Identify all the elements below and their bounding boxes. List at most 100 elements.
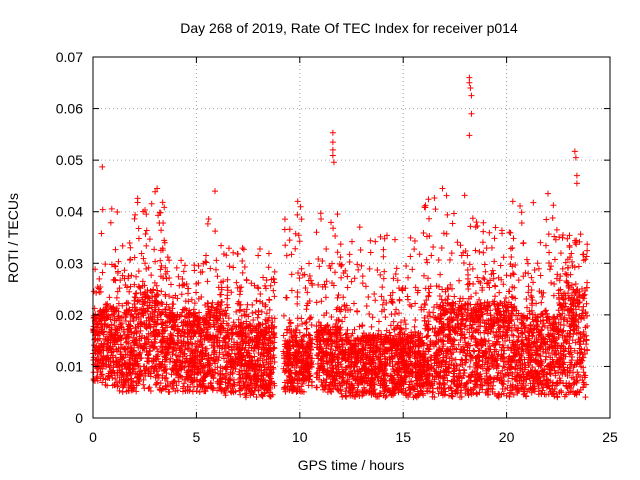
data-point	[298, 359, 305, 366]
data-point	[334, 304, 341, 311]
data-point	[127, 382, 134, 389]
data-point	[480, 228, 487, 235]
data-point	[406, 301, 413, 308]
data-point	[417, 387, 424, 394]
data-point	[187, 336, 194, 343]
data-point	[241, 390, 248, 397]
data-point	[104, 343, 111, 350]
data-point	[154, 292, 161, 299]
data-point	[334, 211, 341, 218]
data-point	[102, 381, 109, 388]
data-point	[389, 296, 396, 303]
data-point	[326, 355, 333, 362]
data-point	[118, 378, 125, 385]
data-point	[160, 220, 167, 227]
data-point	[99, 371, 106, 378]
data-point	[243, 277, 250, 284]
data-point	[426, 309, 433, 316]
data-point	[159, 349, 166, 356]
data-point	[257, 382, 264, 389]
data-point	[115, 258, 122, 265]
data-point	[241, 308, 248, 315]
data-point	[140, 208, 147, 215]
data-point	[132, 355, 139, 362]
data-point	[224, 363, 231, 370]
data-point	[344, 284, 351, 291]
data-point	[255, 386, 262, 393]
data-point	[218, 291, 225, 298]
data-point	[342, 388, 349, 395]
data-point	[212, 228, 219, 235]
data-point	[124, 371, 131, 378]
data-point	[205, 306, 212, 313]
data-point	[424, 259, 431, 266]
data-point	[329, 356, 336, 363]
data-point	[411, 238, 418, 245]
data-point	[229, 325, 236, 332]
data-point	[188, 378, 195, 385]
data-point	[288, 251, 295, 258]
data-point	[268, 314, 275, 321]
data-point	[286, 373, 293, 380]
data-point	[332, 269, 339, 276]
data-point	[170, 348, 177, 355]
data-point	[263, 310, 270, 317]
data-point	[236, 371, 243, 378]
data-point	[129, 387, 136, 394]
data-point	[171, 322, 178, 329]
data-point	[99, 329, 106, 336]
data-point	[158, 316, 165, 323]
data-point	[143, 345, 150, 352]
data-point	[250, 374, 257, 381]
data-point	[306, 370, 313, 377]
data-point	[108, 311, 115, 318]
data-point	[265, 264, 272, 271]
data-point	[193, 387, 200, 394]
data-point	[204, 362, 211, 369]
data-point	[320, 337, 327, 344]
data-point	[391, 310, 398, 317]
data-point	[482, 268, 489, 275]
data-point	[481, 261, 488, 268]
data-point	[157, 380, 164, 387]
data-point	[466, 280, 473, 287]
data-point	[153, 356, 160, 363]
data-point	[219, 371, 226, 378]
data-point	[223, 366, 230, 373]
data-point	[264, 386, 271, 393]
data-point	[269, 319, 276, 326]
data-point	[187, 359, 194, 366]
data-point	[132, 304, 139, 311]
data-point	[308, 361, 315, 368]
data-point	[328, 346, 335, 353]
data-point	[205, 300, 212, 307]
data-point	[376, 389, 383, 396]
data-point	[173, 264, 180, 271]
data-point	[294, 371, 301, 378]
data-point	[357, 247, 364, 254]
data-point	[142, 294, 149, 301]
data-point	[258, 391, 265, 398]
data-point	[123, 306, 130, 313]
data-point	[217, 381, 224, 388]
data-point	[140, 255, 147, 262]
data-point	[250, 316, 257, 323]
data-point	[218, 308, 225, 315]
data-points	[90, 74, 591, 401]
data-point	[247, 320, 253, 327]
data-point	[121, 381, 128, 388]
data-point	[156, 330, 163, 337]
data-point	[481, 276, 488, 283]
data-point	[127, 325, 134, 332]
data-point	[426, 289, 433, 296]
data-point	[185, 363, 192, 370]
data-point	[127, 244, 134, 251]
data-point	[167, 330, 174, 337]
data-point	[298, 352, 305, 359]
data-point	[239, 354, 246, 361]
data-point	[323, 376, 330, 383]
data-point	[474, 274, 481, 281]
chart-title: Day 268 of 2019, Rate Of TEC Index for r…	[180, 20, 518, 36]
data-point	[132, 324, 139, 331]
data-point	[396, 325, 403, 332]
